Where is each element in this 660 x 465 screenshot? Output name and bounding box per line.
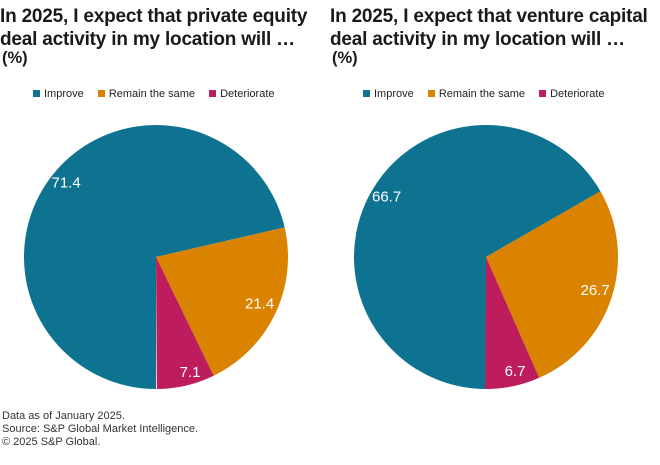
svg-text:21.4: 21.4 [245,296,274,313]
svg-text:6.7: 6.7 [505,363,526,380]
svg-text:26.7: 26.7 [580,282,609,299]
svg-text:66.7: 66.7 [372,189,401,206]
svg-text:71.4: 71.4 [51,175,80,192]
svg-text:7.1: 7.1 [180,364,201,381]
